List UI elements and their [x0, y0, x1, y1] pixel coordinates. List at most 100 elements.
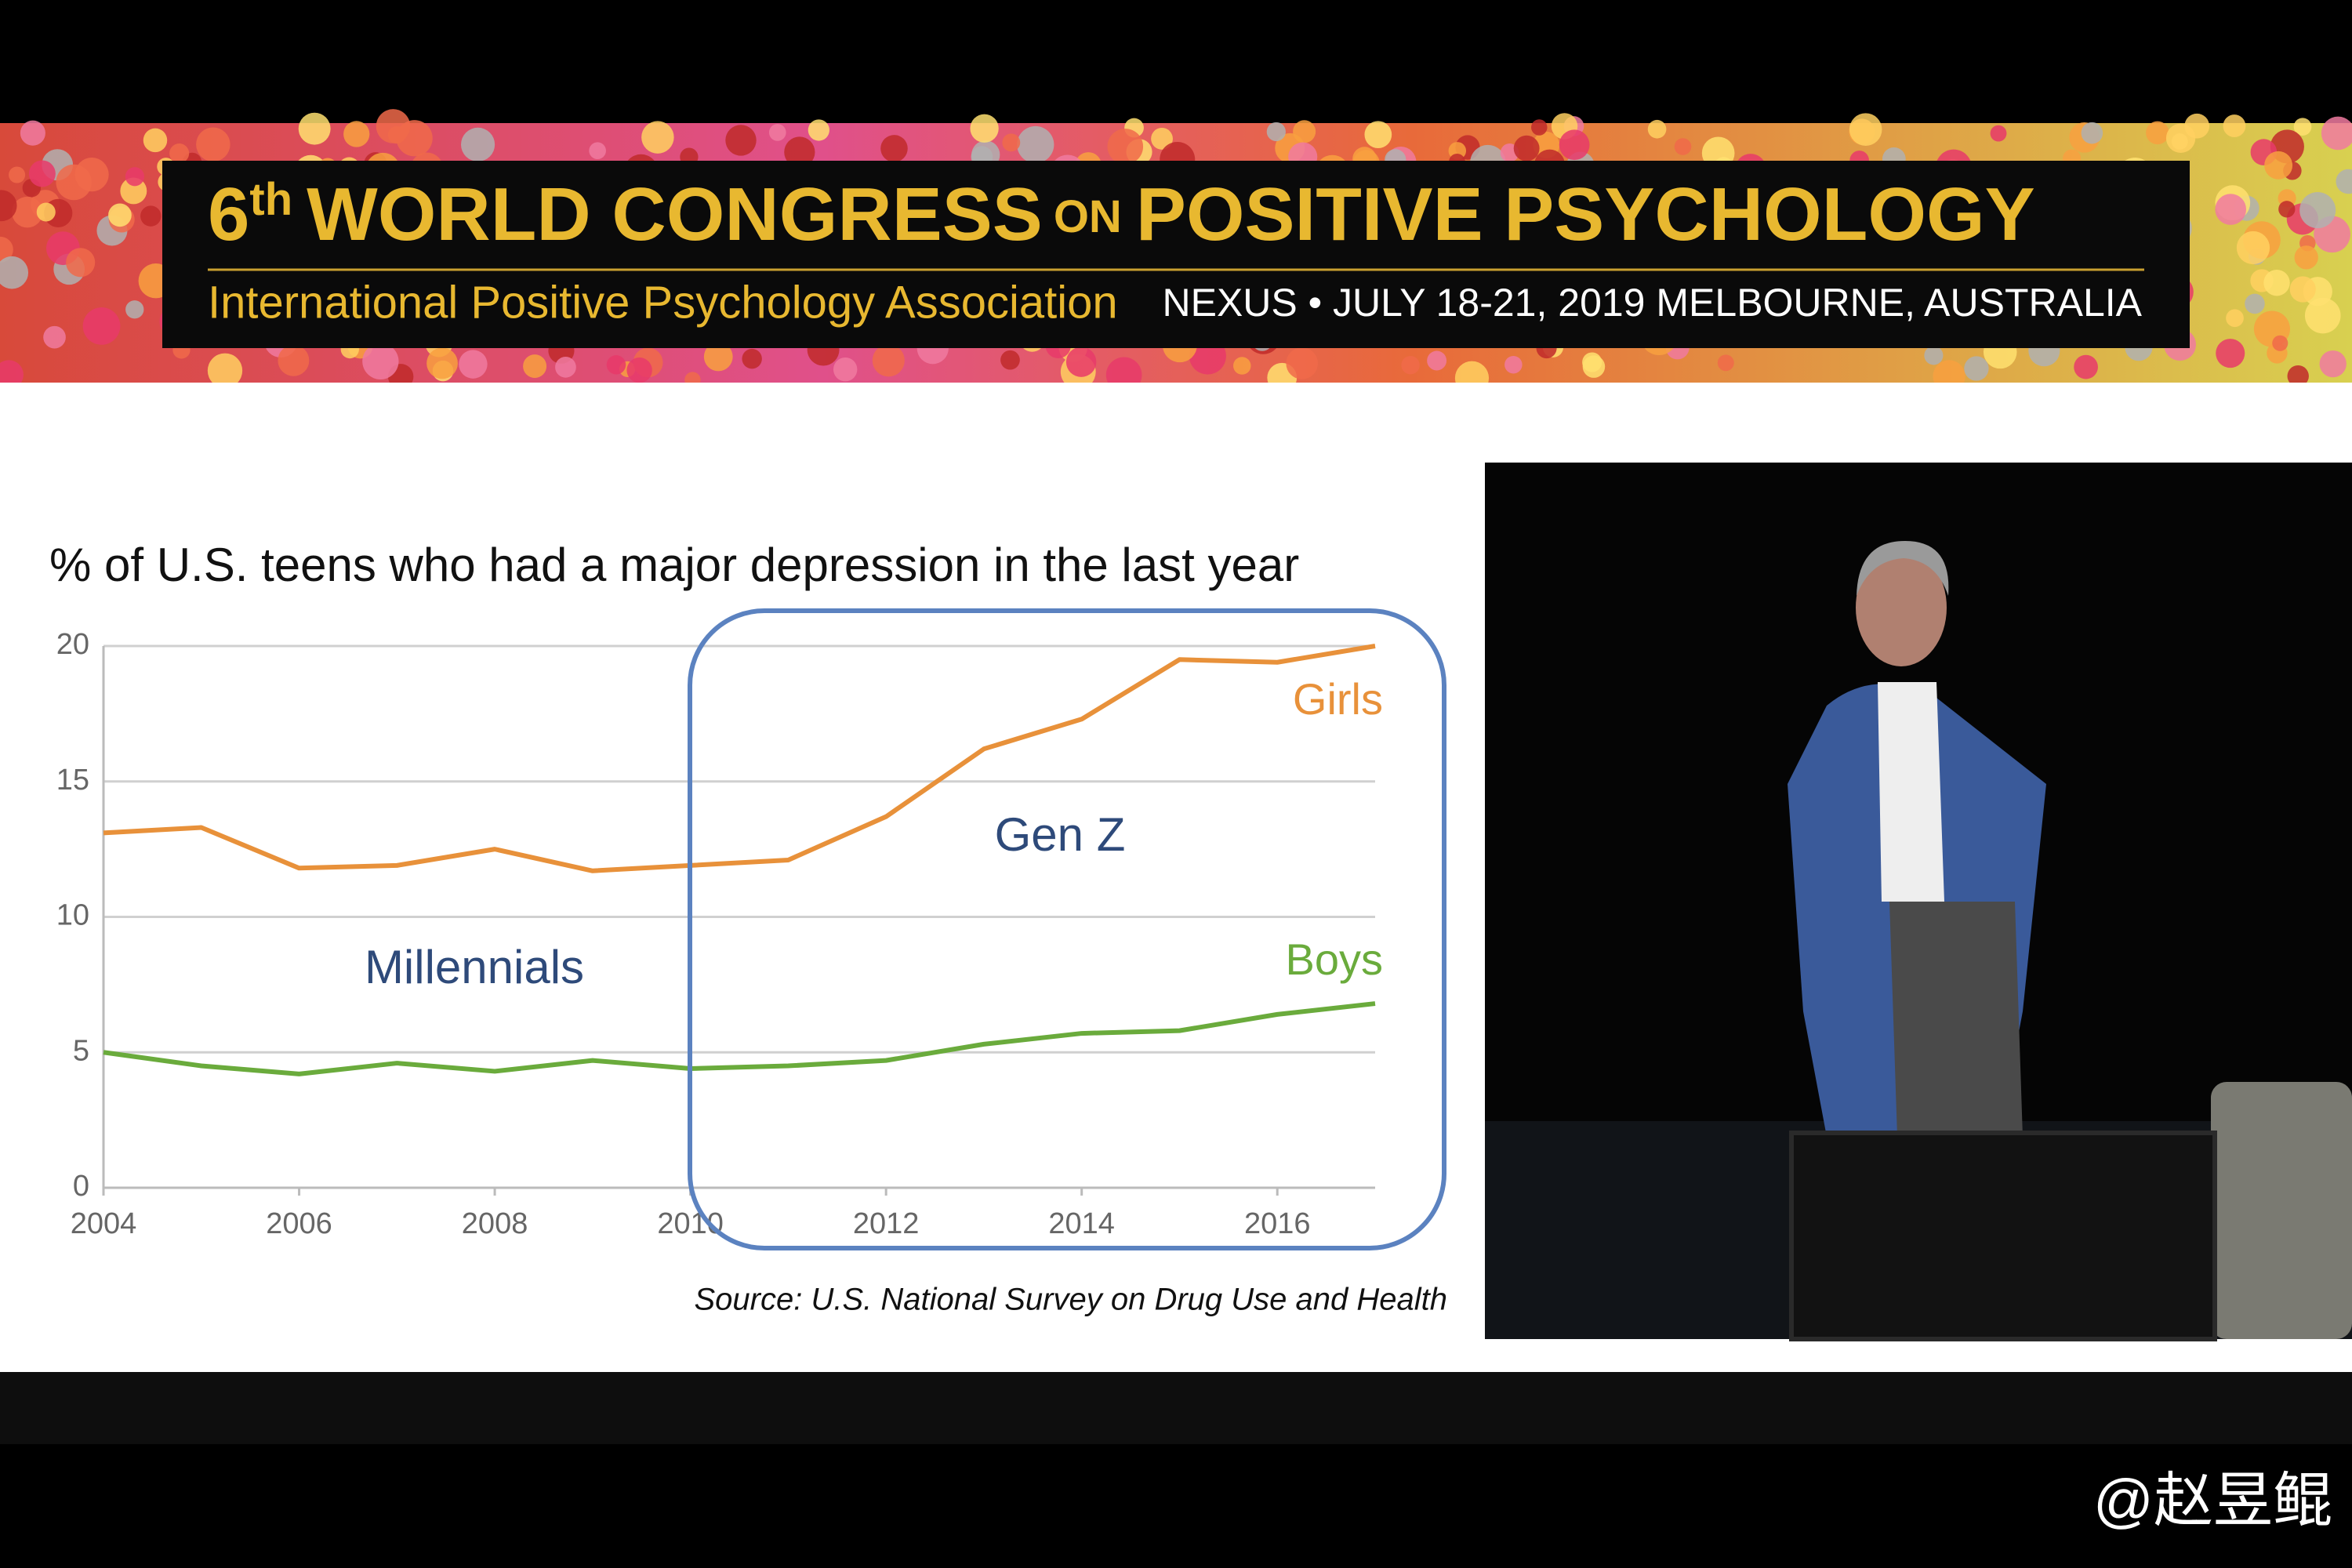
dot: [970, 114, 999, 143]
dot: [1427, 350, 1447, 371]
x-tick-label: 2016: [1244, 1207, 1311, 1240]
dot: [278, 344, 310, 376]
dot: [1017, 125, 1054, 164]
dot: [1401, 355, 1420, 375]
dot: [872, 344, 905, 377]
dot: [207, 353, 243, 388]
dot: [1513, 135, 1540, 162]
dot: [2319, 350, 2347, 378]
dot: [2146, 121, 2169, 145]
dot: [626, 357, 652, 383]
dot: [426, 347, 458, 379]
dot: [1151, 128, 1173, 150]
dot: [1849, 113, 1882, 146]
dot: [742, 348, 762, 369]
dot: [0, 236, 13, 263]
dot: [703, 342, 733, 372]
dot: [66, 248, 96, 278]
dot: [28, 160, 56, 187]
dot: [108, 203, 132, 227]
dot: [459, 350, 488, 379]
title-number: 6: [208, 172, 249, 256]
dot: [2264, 151, 2293, 180]
series-label: Boys: [1286, 935, 1384, 984]
source: Source: U.S. National Survey on Drug Use…: [695, 1283, 1448, 1317]
video-controls: [0, 1372, 2352, 1444]
dot: [1924, 346, 1944, 365]
dot: [1065, 347, 1097, 377]
title-part: WORLD CONGRESS: [307, 172, 1043, 256]
dot: [2294, 245, 2318, 270]
dot: [784, 136, 815, 168]
dot: [1674, 138, 1692, 155]
annotation: Gen Z: [995, 808, 1126, 861]
dot: [2293, 118, 2312, 136]
dot: [1990, 125, 2007, 142]
dot: [0, 256, 29, 289]
dot: [0, 360, 24, 390]
dot: [1000, 350, 1020, 370]
dot: [1647, 119, 1667, 139]
dot: [1233, 357, 1251, 375]
highlight-box: [688, 608, 1446, 1250]
dot: [2165, 123, 2196, 153]
dot: [1002, 133, 1021, 152]
dot: [1582, 355, 1606, 378]
x-tick-label: 2012: [853, 1207, 920, 1240]
dot: [1266, 122, 1286, 142]
dot: [298, 112, 331, 145]
dot: [725, 125, 757, 156]
dot: [43, 325, 66, 349]
x-tick-label: 2006: [266, 1207, 332, 1240]
dot: [2272, 335, 2288, 351]
dot: [20, 120, 45, 146]
dot: [343, 121, 370, 147]
dot: [1107, 129, 1144, 165]
dot: [2287, 365, 2309, 387]
dot: [362, 343, 399, 379]
chart: % of U.S. teens who had a major depressi…: [49, 539, 1446, 1250]
dot: [2236, 230, 2270, 265]
x-tick-label: 2014: [1048, 1207, 1115, 1240]
dot: [169, 143, 190, 164]
dot: [1964, 356, 1989, 381]
dot: [125, 300, 144, 319]
dot: [2081, 122, 2103, 144]
y-tick-label: 0: [73, 1170, 89, 1203]
y-tick-label: 10: [56, 899, 89, 932]
dot: [0, 190, 17, 222]
y-tick-label: 15: [56, 764, 89, 797]
y-tick-label: 20: [56, 628, 89, 661]
dot: [1504, 355, 1523, 374]
dot: [12, 196, 43, 228]
banner-event: NEXUS • JULY 18-21, 2019 MELBOURNE, AUST…: [1163, 281, 2143, 325]
series-line: [103, 1001, 1376, 1076]
dot: [9, 166, 26, 183]
title-part: POSITIVE PSYCHOLOGY: [1136, 172, 2035, 256]
banner-title: 6th WORLD CONGRESS ON POSITIVE PSYCHOLOGY: [208, 172, 2035, 256]
dot: [140, 205, 162, 227]
dot: [555, 356, 576, 378]
dot: [2278, 201, 2296, 218]
title-suffix: th: [249, 174, 292, 225]
title-small: ON: [1054, 191, 1122, 242]
dot: [2321, 116, 2352, 151]
banner-box: [162, 161, 2190, 348]
dot: [36, 202, 56, 222]
dot: [606, 355, 626, 375]
dot: [2299, 192, 2336, 229]
dot: [196, 127, 230, 162]
dot: [768, 124, 786, 141]
dot: [2074, 354, 2098, 379]
y-tick-label: 5: [73, 1034, 89, 1067]
dot: [523, 354, 547, 379]
x-tick-label: 2004: [71, 1207, 137, 1240]
dot: [143, 128, 168, 153]
dot: [641, 121, 674, 154]
chart-title: % of U.S. teens who had a major depressi…: [49, 539, 1299, 591]
banner-organization: International Positive Psychology Associ…: [208, 277, 1118, 328]
dot: [2336, 169, 2352, 194]
dot: [1531, 119, 1548, 136]
